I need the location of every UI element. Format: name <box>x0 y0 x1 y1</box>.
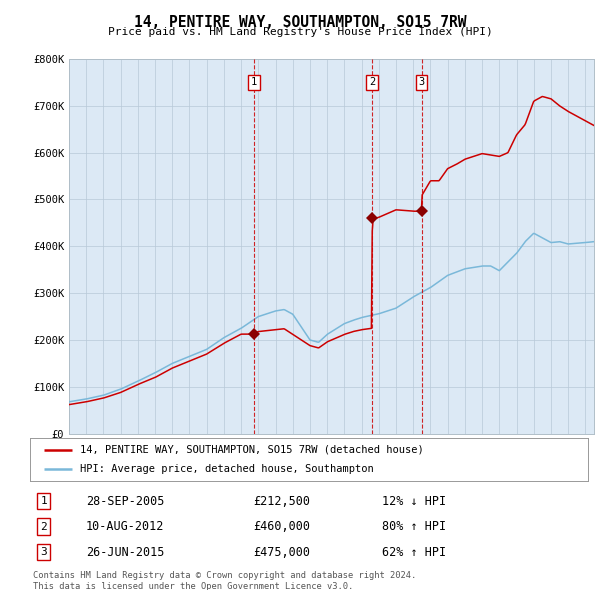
Text: 2: 2 <box>369 77 375 87</box>
Text: 10-AUG-2012: 10-AUG-2012 <box>86 520 164 533</box>
Text: 14, PENTIRE WAY, SOUTHAMPTON, SO15 7RW: 14, PENTIRE WAY, SOUTHAMPTON, SO15 7RW <box>134 15 466 30</box>
Text: 1: 1 <box>251 77 257 87</box>
Text: 12% ↓ HPI: 12% ↓ HPI <box>382 494 446 507</box>
Text: Price paid vs. HM Land Registry's House Price Index (HPI): Price paid vs. HM Land Registry's House … <box>107 27 493 37</box>
Text: 14, PENTIRE WAY, SOUTHAMPTON, SO15 7RW (detached house): 14, PENTIRE WAY, SOUTHAMPTON, SO15 7RW (… <box>80 445 424 455</box>
Text: 28-SEP-2005: 28-SEP-2005 <box>86 494 164 507</box>
Text: 3: 3 <box>41 547 47 557</box>
Text: 26-JUN-2015: 26-JUN-2015 <box>86 546 164 559</box>
Text: 3: 3 <box>419 77 425 87</box>
Text: £460,000: £460,000 <box>253 520 310 533</box>
Text: 1: 1 <box>41 496 47 506</box>
Text: 2: 2 <box>41 522 47 532</box>
Text: £475,000: £475,000 <box>253 546 310 559</box>
Text: HPI: Average price, detached house, Southampton: HPI: Average price, detached house, Sout… <box>80 464 374 474</box>
Text: 80% ↑ HPI: 80% ↑ HPI <box>382 520 446 533</box>
Text: 62% ↑ HPI: 62% ↑ HPI <box>382 546 446 559</box>
Text: £212,500: £212,500 <box>253 494 310 507</box>
Text: Contains HM Land Registry data © Crown copyright and database right 2024.
This d: Contains HM Land Registry data © Crown c… <box>33 571 416 590</box>
